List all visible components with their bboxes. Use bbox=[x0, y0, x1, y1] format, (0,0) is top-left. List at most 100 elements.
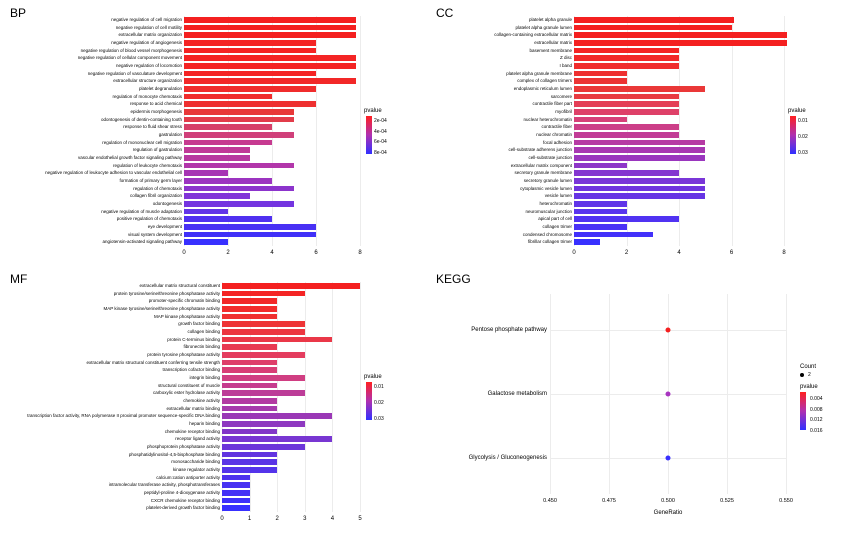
bar bbox=[222, 398, 277, 403]
bar bbox=[574, 132, 679, 137]
y-label: contractile fiber part bbox=[532, 102, 574, 107]
bar bbox=[222, 459, 277, 464]
y-label: nuclear heterochromatin bbox=[523, 118, 574, 123]
y-label: fibronectin binding bbox=[183, 345, 222, 350]
bar bbox=[222, 452, 277, 457]
bar bbox=[184, 216, 272, 221]
bar bbox=[222, 291, 305, 296]
y-label: endoplasmic reticulum lumen bbox=[514, 87, 574, 92]
y-label: MAP kinase tyrosine/serine/threonine pho… bbox=[104, 307, 222, 312]
y-label: contractile fiber bbox=[541, 125, 574, 130]
x-tick: 2 bbox=[625, 250, 628, 256]
bar bbox=[222, 321, 305, 326]
y-label: regulation of leukocyte chemotaxis bbox=[113, 164, 184, 169]
y-label: extracellular matrix structural constitu… bbox=[139, 284, 222, 289]
bar bbox=[222, 444, 305, 449]
bar bbox=[222, 383, 277, 388]
pvalue-legend: pvalue0.010.020.03 bbox=[788, 108, 826, 154]
y-label: protein tyrosine phosphatase activity bbox=[147, 353, 222, 358]
y-label: Z disc bbox=[560, 56, 574, 61]
bar bbox=[184, 193, 250, 198]
y-label: kinase regulator activity bbox=[173, 468, 222, 473]
y-label: negative regulation of cell motility bbox=[116, 26, 184, 31]
colorbar bbox=[366, 382, 372, 420]
y-label: phosphatidylinositol-4,5-bisphosphate bi… bbox=[129, 453, 222, 458]
x-tick: 4 bbox=[331, 516, 334, 522]
bar bbox=[184, 40, 316, 45]
x-tick: 5 bbox=[358, 516, 361, 522]
y-label: collagen-containing extracellular matrix bbox=[494, 33, 574, 38]
cc-title: CC bbox=[436, 6, 453, 20]
y-label: regulation of gastrulation bbox=[133, 148, 184, 153]
y-label: platelet degranulation bbox=[139, 87, 184, 92]
y-label: negative regulation of cellular componen… bbox=[78, 56, 184, 61]
pvalue-colorbar bbox=[800, 392, 806, 430]
y-label: negative regulation of locomotion bbox=[116, 64, 184, 69]
bar bbox=[574, 178, 705, 183]
y-label: positive regulation of chemotaxis bbox=[117, 217, 184, 222]
mf-panel: MF 012345extracellular matrix structural… bbox=[4, 270, 424, 530]
y-label: platelet alpha granule lumen bbox=[515, 26, 574, 31]
bar bbox=[222, 329, 305, 334]
bar bbox=[222, 482, 250, 487]
y-label: negative regulation of cell migration bbox=[111, 18, 184, 23]
legend-labels: 0.010.020.03 bbox=[374, 384, 384, 422]
bar bbox=[574, 201, 627, 206]
bar bbox=[184, 86, 316, 91]
count-dot-icon bbox=[800, 373, 804, 377]
bar bbox=[222, 344, 277, 349]
bar bbox=[184, 55, 356, 60]
y-label: angiotensin-activated signaling pathway bbox=[102, 240, 184, 245]
bar bbox=[222, 421, 305, 426]
x-tick: 6 bbox=[730, 250, 733, 256]
x-tick: 0 bbox=[220, 516, 223, 522]
y-label: calcium:cation antiporter activity bbox=[156, 476, 222, 481]
bar bbox=[184, 132, 294, 137]
bar bbox=[574, 224, 627, 229]
bar bbox=[184, 25, 356, 30]
y-label: negative regulation of leukocyte adhesio… bbox=[45, 171, 184, 176]
y-label: growth factor binding bbox=[178, 322, 222, 327]
y-label: chemokine receptor binding bbox=[165, 430, 222, 435]
y-label: platelet-derived growth factor binding bbox=[146, 506, 222, 511]
bar bbox=[222, 436, 332, 441]
y-label: carboxylic ester hydrolase activity bbox=[153, 391, 222, 396]
y-label: vascular endothelial growth factor signa… bbox=[78, 156, 184, 161]
y-label: protein C-terminus binding bbox=[167, 338, 222, 343]
bar bbox=[184, 101, 316, 106]
y-label: neuromuscular junction bbox=[525, 210, 574, 215]
y-label: monosaccharide binding bbox=[171, 460, 222, 465]
y-label: gastrulation bbox=[159, 133, 184, 138]
bp-title: BP bbox=[10, 6, 26, 20]
bar bbox=[222, 429, 277, 434]
x-tick: 0 bbox=[572, 250, 575, 256]
y-label: negative regulation of vasculature devel… bbox=[88, 72, 184, 77]
colorbar bbox=[366, 116, 372, 154]
y-label: vesicle lumen bbox=[545, 194, 574, 199]
y-label: collagen binding bbox=[187, 330, 222, 335]
bar bbox=[222, 505, 250, 510]
bar bbox=[574, 25, 732, 30]
bar bbox=[222, 352, 305, 357]
y-label: platelet alpha granule bbox=[529, 18, 574, 23]
bar bbox=[574, 216, 679, 221]
bar bbox=[574, 48, 679, 53]
y-label: response to fluid shear stress bbox=[123, 125, 184, 130]
x-tick: 1 bbox=[248, 516, 251, 522]
y-label: cytoplasmic vesicle lumen bbox=[520, 187, 574, 192]
y-label: negative regulation of angiogenesis bbox=[111, 41, 184, 46]
bar bbox=[222, 375, 305, 380]
y-label: cell-substrate junction bbox=[528, 156, 574, 161]
y-label: formation of primary germ layer bbox=[119, 179, 184, 184]
y-label: heterochromatin bbox=[539, 202, 574, 207]
bar bbox=[184, 239, 228, 244]
bar bbox=[574, 193, 705, 198]
bar bbox=[222, 314, 277, 319]
bar bbox=[222, 306, 277, 311]
x-tick: 0.475 bbox=[602, 498, 616, 504]
legend-labels: 0.010.020.03 bbox=[798, 118, 808, 156]
y-label: CXCR chemokine receptor binding bbox=[151, 499, 222, 504]
y-label: extracellular matrix structural constitu… bbox=[86, 361, 222, 366]
x-tick: 0 bbox=[182, 250, 185, 256]
x-tick: 8 bbox=[782, 250, 785, 256]
